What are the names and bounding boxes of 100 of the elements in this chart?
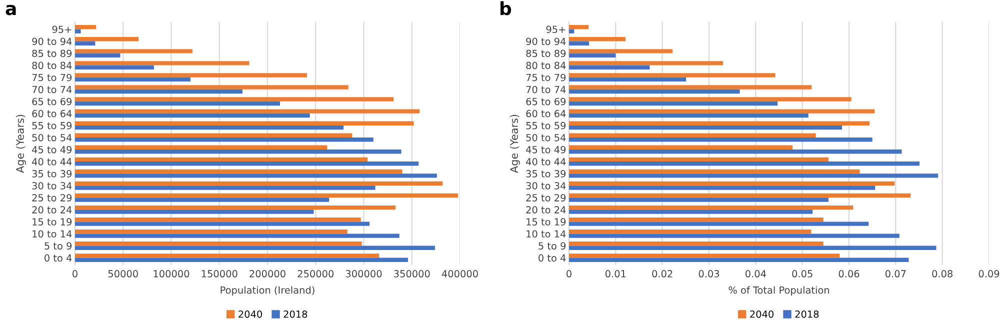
y-tick-label: 40 to 44 [526,158,566,166]
bar [569,89,740,94]
bar [569,77,686,82]
chart-title: a [6,4,16,16]
bar [569,49,673,54]
y-tick-label: 65 to 69 [32,98,72,106]
bar [75,53,120,58]
bar [75,169,402,174]
bar [569,109,875,114]
bar [75,133,352,138]
y-tick-label: 25 to 29 [526,194,566,202]
y-tick-label: 30 to 34 [32,182,72,190]
bar [569,113,808,118]
y-tick-label: 25 to 29 [32,194,72,202]
bar [75,193,458,198]
y-tick-label: 65 to 69 [526,98,566,106]
bar [569,137,872,142]
y-tick-label: 50 to 54 [32,134,72,142]
y-tick-label: 70 to 74 [32,86,72,94]
x-tick-label: 0 [72,270,78,278]
bar [75,217,361,222]
bar [75,210,314,214]
y-tick-label: 55 to 59 [526,122,566,130]
bar [569,125,842,130]
bar [75,137,374,142]
bar [75,89,242,94]
y-tick-label: 55 to 59 [32,122,72,130]
bar [75,73,307,78]
y-tick-label: 15 to 19 [32,218,72,226]
x-tick-label: 300000 [346,270,382,278]
y-tick-label: 95+ [52,26,72,34]
bar [75,121,414,126]
bar [569,73,776,78]
x-tick-label: 400000 [442,270,478,278]
y-tick-label: 75 to 79 [526,74,566,82]
legend-label: 2040 [750,310,774,318]
bar [569,65,650,70]
y-tick-label: 35 to 39 [526,170,566,178]
x-tick-label: 50000 [108,270,138,278]
y-tick-label: 5 to 9 [538,242,566,250]
bar [75,41,96,46]
y-tick-label: 90 to 94 [32,38,72,46]
bar [569,169,860,174]
x-tick-label: 200000 [250,270,286,278]
x-tick-label: 0.01 [605,270,626,278]
bar [75,77,190,82]
bar [75,85,348,90]
bar [569,97,852,102]
y-tick-label: 20 to 24 [526,206,566,214]
bar [75,246,435,250]
x-tick-label: 150000 [202,270,238,278]
y-tick-label: 50 to 54 [526,134,566,142]
bar [569,101,778,106]
bar [569,145,793,150]
bar [569,25,589,30]
bar [569,174,938,178]
x-tick-label: 350000 [394,270,430,278]
bar [569,29,574,34]
bar [75,162,419,166]
bar [75,25,96,30]
bar [569,234,900,238]
y-tick-label: 70 to 74 [526,86,566,94]
bar [75,145,328,150]
bar [75,49,192,54]
bar [75,254,380,258]
y-tick-label: 60 to 64 [32,110,72,118]
bar [569,217,824,222]
bar [569,246,936,250]
bar [75,230,348,234]
bar [569,222,869,226]
y-tick-label: 75 to 79 [32,74,72,82]
y-tick-label: 30 to 34 [526,182,566,190]
bar [569,85,812,90]
bar [75,125,344,130]
x-tick-label: 0.09 [978,270,1000,278]
bar [569,53,616,58]
legend-label: 2040 [238,310,262,318]
bar [569,41,590,46]
bar [569,254,840,258]
y-tick-label: 90 to 94 [526,38,566,46]
bar [75,109,420,114]
bar [569,181,895,186]
bar [569,210,813,214]
bar [75,198,330,202]
bar [569,258,909,262]
chart-title: b [500,1,512,16]
bar [569,193,911,198]
bar [569,157,828,162]
y-tick-label: 15 to 19 [526,218,566,226]
bar [569,150,902,154]
bar [75,37,139,42]
y-tick-label: 45 to 49 [526,146,566,154]
bar [569,37,626,42]
bar [75,157,368,162]
y-tick-label: 20 to 24 [32,206,72,214]
x-axis-title: % of Total Population [728,286,830,296]
bar [75,258,408,262]
y-tick-label: 0 to 4 [44,254,72,262]
y-tick-label: 35 to 39 [32,170,72,178]
bar [75,205,396,210]
